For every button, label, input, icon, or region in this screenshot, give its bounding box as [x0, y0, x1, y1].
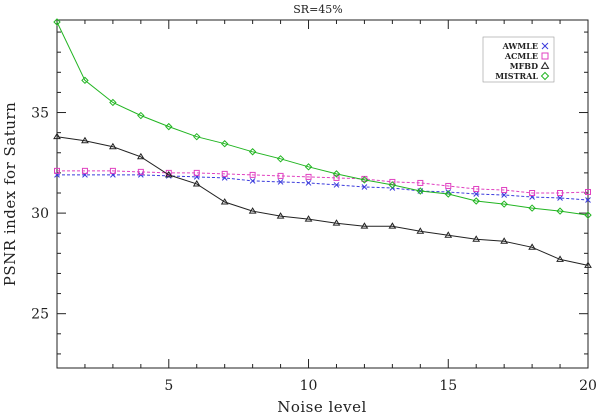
data-point-mistral: [248, 148, 257, 156]
data-point-awmle: [557, 195, 563, 201]
data-point-mistral: [109, 98, 117, 107]
data-point-acmle: [473, 185, 480, 192]
data-point-mfbd: [53, 132, 61, 140]
data-point-mfbd: [360, 222, 369, 229]
data-point-mfbd: [136, 152, 145, 160]
series-awmle: [54, 172, 591, 203]
series-line-awmle: [57, 174, 589, 201]
data-point-acmle: [249, 171, 256, 178]
data-point-mistral: [332, 170, 341, 178]
series-line-mistral: [56, 21, 589, 216]
data-point-acmle: [333, 174, 340, 181]
chart-title: SR=45%: [293, 3, 342, 16]
data-point-mistral: [528, 204, 536, 212]
data-point-mfbd: [556, 255, 564, 262]
data-point-mistral: [500, 200, 508, 208]
x-tick-label: 15: [439, 378, 457, 394]
data-point-acmle: [501, 186, 508, 193]
data-point-mfbd: [584, 261, 592, 268]
data-point-acmle: [109, 167, 116, 174]
data-point-mistral: [81, 76, 89, 85]
data-point-awmle: [249, 178, 256, 184]
data-point-acmle: [445, 182, 452, 189]
data-point-acmle: [417, 179, 424, 186]
data-point-awmle: [333, 182, 340, 188]
data-point-mfbd: [528, 243, 536, 250]
legend-label-acmle: ACMLE: [504, 51, 538, 61]
x-axis-label: Noise level: [277, 398, 367, 416]
y-tick-label: 35: [31, 106, 49, 122]
data-point-mfbd: [444, 231, 453, 238]
data-point-mfbd: [220, 198, 229, 205]
series-line-acmle: [57, 170, 589, 194]
data-point-mfbd: [164, 170, 173, 178]
data-point-mistral: [388, 181, 397, 189]
data-point-acmle: [529, 189, 536, 196]
data-point-mfbd: [81, 136, 89, 144]
legend-label-mfbd: MFBD: [510, 61, 538, 71]
data-point-acmle: [81, 167, 88, 174]
data-point-mistral: [165, 122, 173, 131]
data-point-acmle: [305, 173, 312, 180]
series-mistral: [53, 18, 592, 219]
data-point-mfbd: [304, 215, 313, 222]
data-point-mfbd: [276, 212, 285, 219]
data-point-mistral: [416, 187, 425, 195]
y-tick-label: 25: [31, 307, 49, 323]
x-tick-label: 20: [579, 378, 597, 394]
data-point-mfbd: [472, 235, 481, 242]
data-point-mistral: [137, 111, 145, 120]
data-point-mistral: [304, 163, 313, 171]
data-point-mistral: [276, 155, 285, 163]
y-axis-label: PSNR index for Saturn: [1, 102, 19, 286]
data-point-mfbd: [500, 237, 509, 244]
data-point-acmle: [557, 189, 564, 196]
series-line-mfbd: [56, 136, 589, 266]
data-point-awmle: [585, 197, 591, 203]
data-point-mfbd: [416, 227, 425, 234]
data-point-acmle: [277, 172, 284, 179]
series-acmle: [54, 167, 591, 196]
data-point-awmle: [361, 184, 368, 190]
data-point-mistral: [220, 140, 229, 148]
data-point-mfbd: [248, 207, 257, 214]
data-point-mfbd: [332, 219, 341, 226]
x-tick-label: 5: [164, 378, 173, 394]
axis-ticks: 5 10 15 20 25 30 35: [31, 20, 597, 394]
data-point-awmle: [277, 179, 284, 185]
data-point-awmle: [473, 191, 480, 197]
data-point-acmle: [221, 170, 228, 177]
data-point-awmle: [305, 180, 312, 186]
legend-marker-acmle: [541, 52, 549, 60]
data-point-mfbd: [109, 142, 117, 150]
data-point-mistral: [472, 197, 480, 205]
data-point-acmle: [193, 169, 200, 176]
data-point-mistral: [360, 176, 369, 184]
data-point-mistral: [53, 18, 61, 26]
legend-marker-mfbd: [540, 61, 550, 69]
legend-label-mistral: MISTRAL: [495, 71, 538, 81]
legend-marker-mistral: [540, 71, 550, 81]
data-point-mistral: [444, 190, 452, 198]
data-point-mistral: [584, 211, 592, 219]
y-tick-label: 30: [31, 206, 49, 222]
data-point-awmle: [501, 192, 508, 198]
data-point-awmle: [137, 172, 144, 178]
data-point-acmle: [137, 168, 144, 175]
x-tick-label: 10: [300, 378, 318, 394]
legend-label-awmle: AWMLE: [502, 41, 538, 51]
data-point-mfbd: [388, 222, 397, 229]
data-point-mistral: [556, 207, 564, 215]
data-point-acmle: [585, 188, 591, 195]
data-point-mistral: [193, 132, 201, 141]
series-mfbd: [53, 132, 592, 268]
series-layer: [53, 18, 592, 268]
data-point-mfbd: [192, 179, 201, 187]
legend-marker-awmle: [541, 42, 549, 50]
data-point-acmle: [54, 167, 60, 174]
